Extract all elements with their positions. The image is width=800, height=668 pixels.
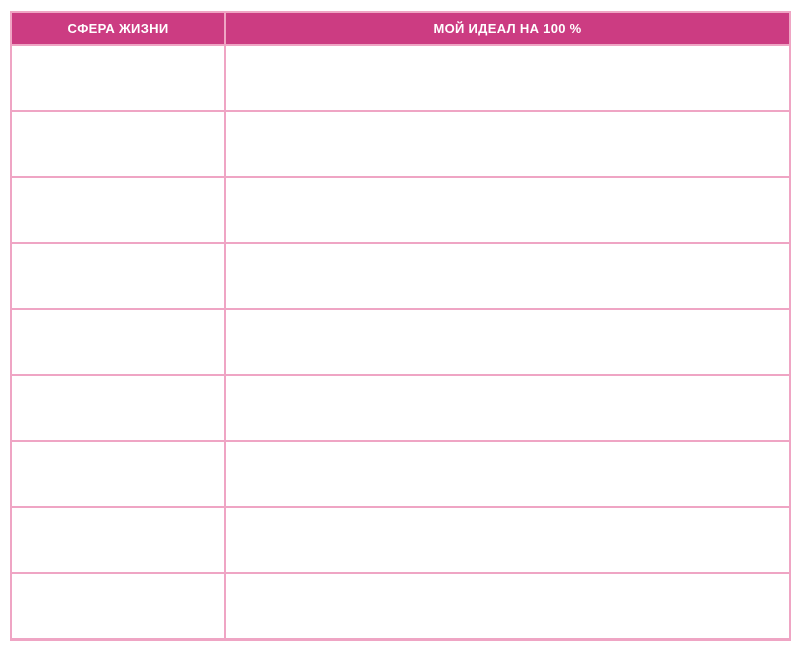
table-row [10,110,791,178]
table-row [10,374,791,442]
ideal-cell [224,374,791,442]
ideal-cell [224,110,791,178]
sphere-cell [10,176,226,244]
ideal-cell [224,242,791,310]
sphere-cell [10,572,226,641]
sphere-cell [10,110,226,178]
header-row: СФЕРА ЖИЗНИ МОЙ ИДЕАЛ НА 100 % [10,11,791,46]
ideal-cell [224,44,791,112]
sphere-cell [10,506,226,574]
ideal-cell [224,572,791,641]
sphere-cell [10,242,226,310]
table-header: СФЕРА ЖИЗНИ МОЙ ИДЕАЛ НА 100 % [10,11,791,46]
ideal-cell [224,506,791,574]
column-header-sphere: СФЕРА ЖИЗНИ [10,11,226,46]
ideal-cell [224,176,791,244]
table-row [10,176,791,244]
table-row [10,572,791,641]
table-row [10,308,791,376]
table-row [10,44,791,112]
table-body [10,44,791,641]
ideal-cell [224,440,791,508]
life-spheres-table: СФЕРА ЖИЗНИ МОЙ ИДЕАЛ НА 100 % [10,11,791,641]
table-row [10,440,791,508]
table-row [10,506,791,574]
column-header-ideal: МОЙ ИДЕАЛ НА 100 % [224,11,791,46]
sphere-cell [10,440,226,508]
sphere-cell [10,374,226,442]
table-row [10,242,791,310]
sphere-cell [10,44,226,112]
sphere-cell [10,308,226,376]
ideal-cell [224,308,791,376]
